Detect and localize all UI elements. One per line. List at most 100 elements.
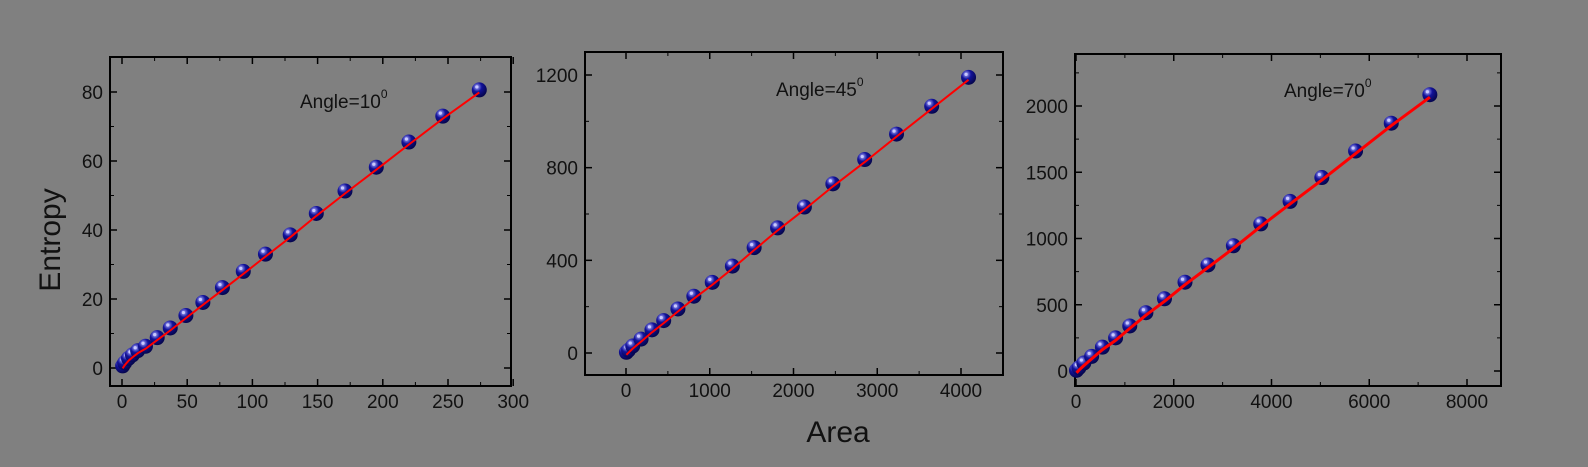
data-point-marker	[644, 322, 660, 338]
data-markers	[618, 69, 977, 360]
marker-highlight	[181, 310, 185, 315]
data-point-marker	[961, 69, 977, 85]
marker-highlight	[153, 333, 157, 337]
angle-annotation-text: Angle=70	[1284, 81, 1365, 102]
marker-highlight	[927, 101, 931, 105]
x-tick-label: 0	[1071, 392, 1082, 413]
y-tick-label: 800	[546, 159, 578, 180]
marker-highlight	[1079, 358, 1083, 362]
plot-frame	[109, 56, 512, 387]
y-axis-title: Entropy	[34, 188, 67, 291]
degree-superscript: 0	[857, 75, 864, 89]
marker-highlight	[828, 179, 832, 183]
angle-annotation-text: Angle=45	[776, 80, 857, 101]
marker-highlight	[1160, 294, 1164, 298]
data-point-marker	[257, 246, 273, 262]
y-tick-label: 500	[1036, 296, 1068, 317]
marker-highlight	[261, 249, 265, 253]
marker-highlight	[218, 283, 222, 287]
fit-line	[121, 91, 480, 369]
data-point-marker	[235, 263, 251, 279]
fit-line	[1075, 95, 1431, 374]
marker-highlight	[860, 154, 864, 159]
marker-highlight	[372, 162, 376, 166]
x-tick-label: 150	[302, 392, 334, 413]
x-tick-label: 2000	[772, 381, 814, 402]
x-tick-label: 250	[432, 392, 464, 413]
x-tick-label: 6000	[1348, 392, 1390, 413]
marker-highlight	[1141, 308, 1145, 312]
x-tick-label: 0	[621, 381, 632, 402]
marker-highlight	[673, 304, 678, 308]
data-point-marker	[337, 183, 353, 199]
marker-highlight	[750, 242, 754, 247]
angle-annotation: Angle=700	[1284, 76, 1372, 102]
marker-highlight	[198, 297, 202, 302]
marker-highlight	[628, 341, 632, 345]
marker-highlight	[1229, 241, 1233, 245]
y-tick-label: 400	[546, 251, 578, 272]
marker-highlight	[708, 277, 712, 281]
data-point-marker	[282, 227, 298, 243]
x-tick-label: 100	[237, 392, 269, 413]
marker-highlight	[1180, 277, 1185, 281]
y-tick-label: 1000	[1026, 230, 1068, 251]
marker-highlight	[166, 323, 170, 327]
chart-panel-angle-70: 0 2000 4000 6000 8000 0 500 1000 1500 2000 Angle=7…	[1026, 53, 1502, 413]
x-tick-label: 300	[497, 392, 529, 413]
x-tick-label: 50	[177, 392, 198, 413]
y-tick-label: 1200	[536, 66, 578, 87]
marker-highlight	[728, 261, 732, 265]
angle-annotation: Angle=100	[300, 87, 388, 113]
y-tick-label: 0	[92, 359, 103, 380]
data-point-marker	[656, 313, 672, 329]
data-point-marker	[857, 152, 873, 168]
angle-annotation: Angle=450	[776, 75, 864, 101]
angle-annotation-text: Angle=10	[300, 92, 381, 113]
marker-highlight	[892, 129, 896, 133]
marker-highlight	[1111, 333, 1115, 337]
marker-highlight	[1285, 196, 1290, 200]
marker-highlight	[239, 266, 243, 270]
data-point-marker	[770, 220, 786, 236]
data-point-marker	[889, 126, 905, 142]
x-tick-label: 8000	[1446, 392, 1488, 413]
y-tick-label: 20	[82, 290, 103, 311]
marker-highlight	[1425, 90, 1429, 94]
marker-highlight	[689, 291, 693, 295]
chart-panel-angle-45: 0 1000 2000 3000 4000 0 400 800 1200 Angle=450	[536, 51, 1004, 402]
marker-highlight	[340, 186, 345, 190]
y-tick-label: 60	[82, 152, 103, 173]
x-axis-title: Area	[806, 416, 870, 449]
x-tick-label: 3000	[856, 381, 898, 402]
marker-highlight	[1351, 146, 1355, 150]
marker-highlight	[404, 137, 408, 141]
marker-highlight	[800, 202, 804, 206]
marker-highlight	[659, 315, 663, 320]
y-tick-label: 2000	[1026, 97, 1068, 118]
data-point-marker	[724, 258, 740, 274]
marker-highlight	[286, 230, 290, 234]
data-point-marker	[796, 199, 812, 215]
marker-highlight	[1256, 219, 1260, 223]
marker-highlight	[1203, 260, 1208, 264]
data-markers	[115, 82, 487, 374]
degree-superscript: 0	[381, 87, 388, 101]
marker-highlight	[1125, 321, 1129, 325]
marker-highlight	[1087, 351, 1091, 356]
x-tick-label: 200	[367, 392, 399, 413]
data-point-marker	[178, 308, 194, 324]
x-tick-label: 4000	[940, 381, 982, 402]
x-tick-label: 2000	[1153, 392, 1195, 413]
marker-highlight	[773, 223, 777, 227]
marker-highlight	[312, 208, 316, 213]
plot-frame	[1074, 53, 1502, 387]
marker-highlight	[438, 111, 442, 115]
data-point-marker	[924, 98, 940, 114]
y-tick-label: 80	[82, 83, 103, 104]
x-tick-label: 1000	[689, 381, 731, 402]
marker-highlight	[141, 341, 145, 345]
data-point-marker	[746, 240, 762, 256]
